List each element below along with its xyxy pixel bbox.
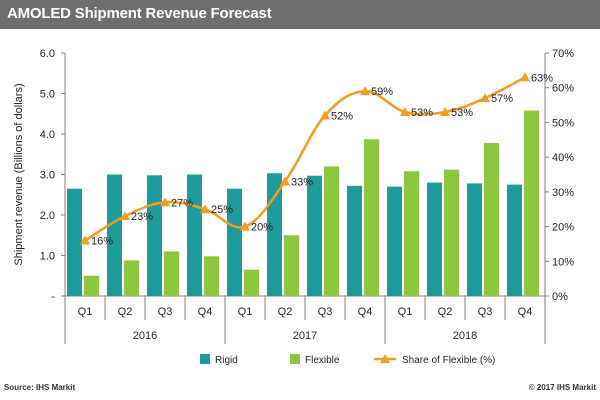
x-tick-label: Q4 [198, 306, 213, 318]
share-data-label: 63% [531, 72, 553, 84]
share-data-label: 53% [451, 107, 473, 119]
rigid-bar [427, 182, 442, 296]
share-marker [320, 110, 330, 120]
y2-tick-label: 10% [552, 256, 574, 268]
share-data-label: 57% [491, 93, 513, 105]
share-marker [360, 86, 370, 96]
rigid-bar [227, 188, 242, 296]
share-marker [480, 93, 490, 103]
y2-tick-label: 20% [552, 222, 574, 234]
legend-share-label: Share of Flexible (%) [402, 355, 495, 366]
title-bar: AMOLED Shipment Revenue Forecast [0, 0, 600, 29]
y-tick-label: 5.0 [40, 89, 55, 101]
share-data-label: 33% [291, 176, 313, 188]
legend-rigid-label: Rigid [215, 355, 238, 366]
flexible-bar [484, 142, 499, 296]
x-tick-label: Q4 [358, 306, 373, 318]
y2-tick-label: 50% [552, 117, 574, 129]
flexible-bar [364, 139, 379, 296]
share-marker [440, 107, 450, 117]
x-tick-label: Q2 [438, 306, 453, 318]
y-tick-label: 4.0 [40, 129, 55, 141]
legend-share-marker [380, 354, 390, 363]
share-marker [280, 176, 290, 186]
x-tick-label: Q3 [158, 306, 173, 318]
share-data-label: 16% [91, 235, 113, 247]
y2-tick-label: 40% [552, 152, 574, 164]
y2-tick-label: 70% [552, 48, 574, 60]
share-marker [160, 197, 170, 207]
group-label: 2018 [453, 330, 477, 342]
group-label: 2017 [293, 330, 317, 342]
x-tick-label: Q4 [518, 306, 533, 318]
y-axis-label: Shipment revenue (Billions of dollars) [13, 83, 25, 265]
share-data-label: 23% [131, 211, 153, 223]
share-data-label: 59% [371, 86, 393, 98]
legend-flexible-label: Flexible [305, 355, 340, 366]
share-marker [400, 107, 410, 117]
y2-tick-label: 30% [552, 187, 574, 199]
share-data-label: 53% [411, 107, 433, 119]
legend-rigid-swatch [200, 354, 210, 364]
y-tick-label: 1.0 [40, 251, 55, 263]
x-tick-label: Q2 [278, 306, 293, 318]
y-tick-label: 2.0 [40, 210, 55, 222]
y-tick-label: 3.0 [40, 170, 55, 182]
rigid-bar [507, 184, 522, 296]
x-tick-label: Q1 [78, 306, 93, 318]
flexible-bar [324, 166, 339, 296]
share-marker [200, 204, 210, 214]
rigid-bar [187, 174, 202, 296]
x-tick-label: Q2 [118, 306, 133, 318]
share-marker [80, 235, 90, 245]
flexible-bar [524, 110, 539, 296]
rigid-bar [387, 186, 402, 296]
y2-tick-label: 60% [552, 83, 574, 95]
flexible-bar [204, 256, 219, 296]
rigid-bar [147, 175, 162, 296]
rigid-bar [67, 188, 82, 296]
share-data-label: 25% [211, 204, 233, 216]
flexible-bar [164, 251, 179, 296]
rigid-bar [307, 175, 322, 296]
share-data-label: 27% [171, 197, 193, 209]
flexible-bar [284, 235, 299, 296]
group-label: 2016 [133, 330, 157, 342]
rigid-bar [267, 173, 282, 296]
share-marker [520, 72, 530, 82]
flexible-bar [244, 269, 259, 296]
share-data-label: 20% [251, 222, 273, 234]
share-marker [120, 211, 130, 221]
rigid-bar [107, 174, 122, 296]
flexible-bar [124, 260, 139, 296]
y-tick-label: 6.0 [40, 48, 55, 60]
x-tick-label: Q1 [238, 306, 253, 318]
rigid-bar [467, 183, 482, 296]
copyright-note: © 2017 IHS Markit [528, 383, 596, 392]
chart-title: AMOLED Shipment Revenue Forecast [7, 5, 272, 22]
share-marker [240, 221, 250, 231]
y-tick-label: - [51, 291, 55, 303]
x-tick-label: Q1 [398, 306, 413, 318]
source-note: Source: IHS Markit [4, 383, 76, 392]
flexible-bar [404, 171, 419, 296]
flexible-bar [444, 169, 459, 296]
x-tick-label: Q3 [478, 306, 493, 318]
x-tick-label: Q3 [318, 306, 333, 318]
y2-tick-label: 0% [552, 291, 568, 303]
legend-flexible-swatch [290, 354, 300, 364]
rigid-bar [347, 185, 362, 296]
flexible-bar [84, 275, 99, 296]
share-data-label: 52% [331, 110, 353, 122]
